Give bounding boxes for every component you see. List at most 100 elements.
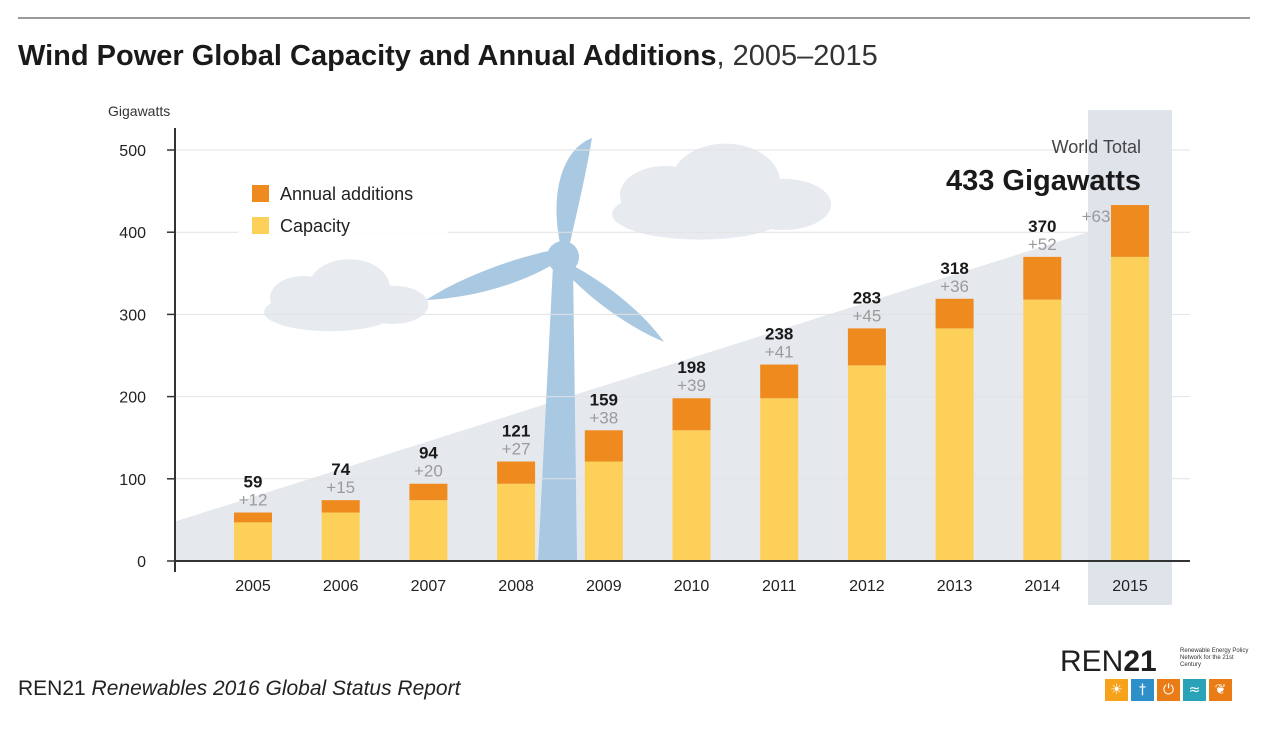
x-tick-label: 2013 <box>937 578 973 595</box>
addition-value-label: +20 <box>414 462 443 481</box>
y-axis-label: Gigawatts <box>108 103 170 119</box>
top-divider <box>18 17 1250 19</box>
x-tick-label: 2014 <box>1025 578 1061 595</box>
additions-bar <box>321 500 360 513</box>
trend-area <box>175 215 1140 561</box>
turbine-blade <box>556 138 592 255</box>
ren21-logo: REN21 Renewable Energy Policy Network fo… <box>1060 645 1250 703</box>
legend-label: Annual additions <box>280 184 413 204</box>
total-value-label: 59 <box>244 473 263 492</box>
y-tick-label: 0 <box>137 554 146 571</box>
additions-bar <box>409 483 448 501</box>
addition-value-label: +27 <box>502 440 531 459</box>
legend-swatch <box>252 217 269 234</box>
turbine-hub <box>547 241 579 273</box>
addition-value-label: +41 <box>765 343 794 362</box>
logo-tagline: Renewable Energy Policy Network for the … <box>1180 648 1249 668</box>
world-total-caption: World Total <box>1052 137 1141 157</box>
x-tick-label: 2006 <box>323 578 359 595</box>
additions-bar <box>760 364 799 399</box>
legend-swatch <box>252 185 269 202</box>
y-tick-label: 100 <box>119 472 146 489</box>
addition-value-label: +38 <box>589 408 618 427</box>
x-tick-label: 2009 <box>586 578 622 595</box>
chart-title-years: , 2005–2015 <box>716 40 878 72</box>
source-report: Renewables 2016 Global Status Report <box>91 677 461 700</box>
addition-value-label: +45 <box>852 306 881 325</box>
source-citation: REN21 Renewables 2016 Global Status Repo… <box>18 677 460 701</box>
wind-turbine-icon: † <box>1131 679 1154 701</box>
capacity-bar <box>234 522 272 561</box>
additions-bar <box>1023 256 1062 300</box>
x-tick-label: 2011 <box>762 578 797 595</box>
cloud-left <box>264 259 429 332</box>
capacity-bar <box>760 398 799 561</box>
capacity-bar <box>409 500 448 561</box>
y-tick-label: 200 <box>119 390 146 407</box>
additions-bar <box>234 512 272 523</box>
total-value-label: 94 <box>419 444 438 463</box>
capacity-bar <box>1111 256 1149 561</box>
x-tick-label: 2005 <box>235 578 271 595</box>
total-value-label: 74 <box>331 460 350 479</box>
addition-value-label: +39 <box>677 376 706 395</box>
power-icon: ⏻ <box>1157 679 1180 701</box>
capacity-bar <box>584 461 623 561</box>
total-value-label: 238 <box>765 325 793 344</box>
wind-turbine <box>426 138 664 561</box>
turbine-blade <box>565 264 664 342</box>
turbine-blade <box>426 250 557 300</box>
addition-value-label: +36 <box>940 277 969 296</box>
total-value-label: 198 <box>677 358 705 377</box>
total-value-label: 159 <box>590 390 618 409</box>
chart-title-main: Wind Power Global Capacity and Annual Ad… <box>18 40 717 72</box>
sun-icon: ☀ <box>1105 679 1128 701</box>
capacity-bar <box>1023 299 1062 561</box>
capacity-bar <box>672 430 711 561</box>
addition-value-label: +12 <box>239 491 268 510</box>
capacity-bar <box>847 365 886 561</box>
source-org: REN21 <box>18 677 86 700</box>
total-value-label: 121 <box>502 422 530 441</box>
legend-label: Capacity <box>280 216 350 236</box>
capacity-bar <box>321 512 360 561</box>
y-tick-label: 500 <box>119 143 146 160</box>
y-tick-label: 400 <box>119 225 146 242</box>
additions-bar <box>672 398 711 431</box>
addition-value-label: +63 <box>1082 207 1111 226</box>
additions-bar <box>1111 205 1149 257</box>
cloud-right-part <box>735 178 832 230</box>
total-value-label: 283 <box>853 288 881 307</box>
cloud-left-part <box>356 285 429 324</box>
total-value-label: 370 <box>1028 217 1056 236</box>
capacity-bar <box>935 328 974 561</box>
turbine-tower <box>538 265 577 561</box>
x-tick-label: 2015 <box>1112 578 1148 595</box>
capacity-bar <box>497 483 536 561</box>
additions-bar <box>847 328 886 366</box>
addition-value-label: +52 <box>1028 235 1057 254</box>
cloud-right <box>612 143 832 240</box>
chart-legend: Annual additions Capacity <box>238 168 448 254</box>
world-total-value: 433 Gigawatts <box>946 165 1141 197</box>
addition-value-label: +15 <box>326 478 355 497</box>
chart-axes: 0 100 200 300 400 500 Gigawatts 2005 2006 2007 200… <box>108 103 1190 595</box>
water-icon: ≈ <box>1183 679 1206 701</box>
y-tick-label: 300 <box>119 307 146 324</box>
total-value-label: 318 <box>940 259 968 278</box>
additions-bar <box>497 461 536 484</box>
chart-bars <box>234 205 1149 561</box>
legend-box <box>238 168 448 254</box>
chart-labels: 59+12 74+15 94+20 121+27 159+38 198+39 238+41 2… <box>239 137 1141 510</box>
x-tick-label: 2010 <box>674 578 710 595</box>
chart-title: Wind Power Global Capacity and Annual Ad… <box>18 40 878 73</box>
x-tick-label: 2008 <box>498 578 534 595</box>
additions-bar <box>584 430 623 462</box>
logo-icons: ☀ † ⏻ ≈ ❦ <box>1105 679 1232 701</box>
x-tick-label: 2007 <box>411 578 447 595</box>
x-tick-label: 2012 <box>849 578 885 595</box>
logo-wordmark: REN21 <box>1060 645 1157 678</box>
additions-bar <box>935 298 974 329</box>
leaf-icon: ❦ <box>1209 679 1232 701</box>
